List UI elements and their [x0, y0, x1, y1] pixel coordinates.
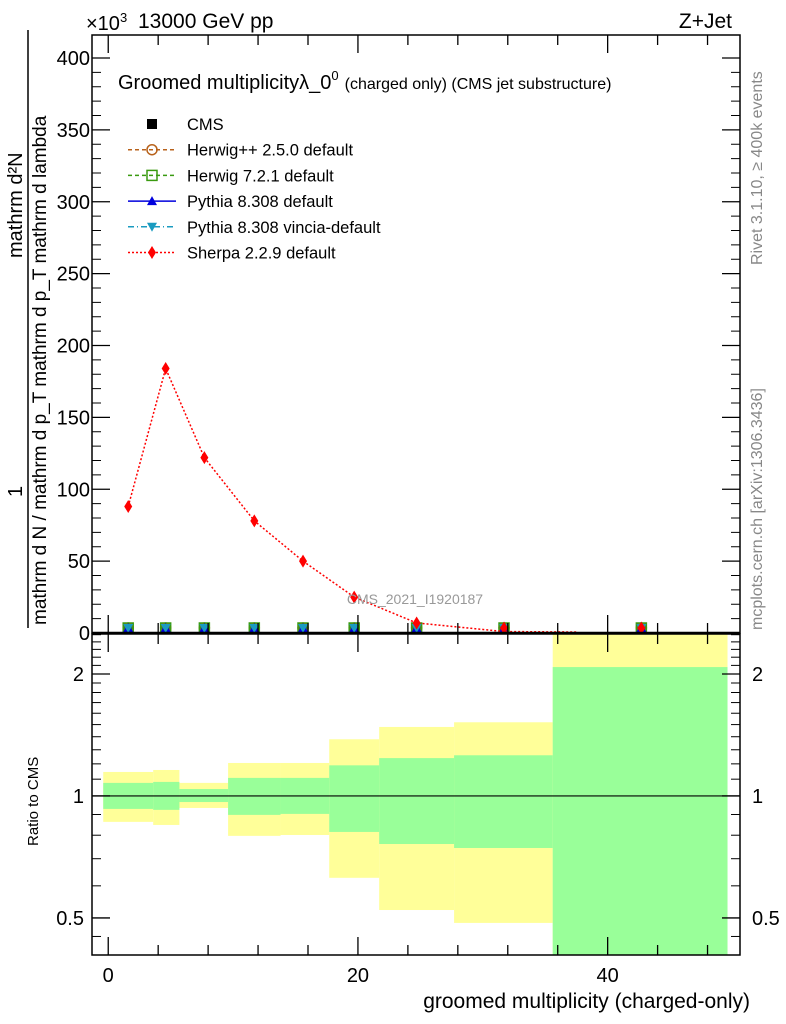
y-tick-label: 200: [57, 336, 90, 358]
data-point: [412, 616, 421, 630]
main-lines: [122, 362, 648, 635]
data-point: [637, 621, 646, 635]
ratio-y-tick-label-right: 0.5: [752, 908, 780, 930]
x-tick-label: 0: [103, 965, 114, 987]
ratio-y-tick-label-right: 2: [752, 664, 763, 686]
legend-label: Herwig 7.2.1 default: [187, 167, 334, 185]
legend-item: Sherpa 2.2.9 default: [128, 245, 336, 263]
y-tick-label: 350: [57, 120, 90, 142]
legend-item: CMS: [147, 116, 224, 134]
legend-marker-diamond: [148, 246, 156, 259]
data-point: [123, 624, 134, 633]
series-sherpa-2-2-9-default: [124, 362, 646, 635]
svg-text:1: 1: [5, 486, 27, 497]
data-point: [350, 590, 359, 604]
legend-item: Herwig++ 2.5.0 default: [128, 142, 353, 160]
y-tick-label: 0: [79, 623, 90, 645]
data-point: [249, 624, 260, 633]
x-tick-label: 20: [347, 965, 369, 987]
watermark: CMS_2021_I1920187: [347, 591, 483, 607]
legend-marker-square-open: [146, 169, 158, 182]
ratio-y-tick-label-right: 1: [752, 786, 763, 808]
ratio-band-inner-bin: [379, 758, 455, 845]
legend: CMS Herwig++ 2.5.0 default Herwig 7.2.1 de…: [128, 116, 381, 263]
header-process: Z+Jet: [679, 10, 732, 33]
data-point: [160, 624, 171, 633]
svg-text:mathrm d N / mathrm d p_T math: mathrm d N / mathrm d p_T mathrm d p_T m…: [30, 115, 51, 625]
data-point: [124, 500, 133, 513]
x-tick-label: 40: [597, 965, 619, 987]
legend-label: Herwig++ 2.5.0 default: [187, 142, 353, 160]
svg-text:mathrm d²N: mathrm d²N: [5, 152, 27, 258]
mcplots-ref: mcplots.cern.ch [arXiv:1306.3436]: [749, 388, 766, 630]
data-point: [349, 624, 360, 633]
plot-title: Groomed multiplicityλ_00(charged only) (…: [118, 68, 611, 94]
ratio-band-inner-bin: [454, 755, 553, 848]
data-point: [161, 362, 170, 375]
y-tick-label: 100: [57, 479, 90, 501]
legend-item: Herwig 7.2.1 default: [128, 167, 334, 185]
data-point: [298, 624, 309, 633]
ratio-bands: [92, 634, 740, 955]
legend-item: Pythia 8.308 vincia-default: [128, 219, 381, 237]
legend-marker-triangle-up: [147, 196, 157, 206]
ratio-y-tick-label: 1: [73, 786, 84, 808]
legend-label: Sherpa 2.2.9 default: [187, 245, 336, 263]
legend-label: Pythia 8.308 default: [187, 193, 333, 211]
rivet-version: Rivet 3.1.10, ≥ 400k events: [749, 71, 766, 265]
ratio-y-label: Ratio to CMS: [25, 757, 42, 846]
series-line: [127, 366, 577, 633]
data-point: [500, 621, 509, 635]
legend-label: CMS: [187, 116, 224, 134]
exponent-label: ×103: [86, 10, 127, 35]
y-tick-label: 400: [57, 48, 90, 70]
ratio-band-inner-bin: [552, 667, 728, 955]
data-point: [299, 554, 308, 568]
legend-marker-triangle-down: [147, 222, 157, 232]
ratio-y-tick-label: 2: [73, 664, 84, 686]
data-point: [199, 624, 210, 633]
y-tick-label: 250: [57, 264, 90, 286]
header-energy: 13000 GeV pp: [138, 10, 273, 33]
y-tick-label: 50: [68, 551, 90, 573]
y-tick-label: 150: [57, 407, 90, 429]
axes: [91, 34, 741, 956]
ticks: 0 50 100 150 200 250 300 350 400 0 20 40 0.5 0.5 1 1 2 2: [56, 35, 780, 987]
y-tick-label: 300: [57, 192, 90, 214]
data-point: [250, 514, 259, 528]
legend-label: Pythia 8.308 vincia-default: [187, 219, 381, 237]
data-point: [200, 451, 209, 465]
ratio-y-tick-label: 0.5: [56, 908, 84, 930]
ratio-band-inner-bin: [329, 765, 380, 832]
legend-marker-circle-open: [146, 143, 158, 156]
y-axis-label: mathrm d²N 1 mathrm d N / mathrm d p_T m…: [5, 30, 51, 628]
legend-item: Pythia 8.308 default: [128, 193, 333, 211]
x-axis-label: groomed multiplicity (charged-only): [423, 990, 750, 1013]
legend-marker-square: [147, 119, 157, 129]
